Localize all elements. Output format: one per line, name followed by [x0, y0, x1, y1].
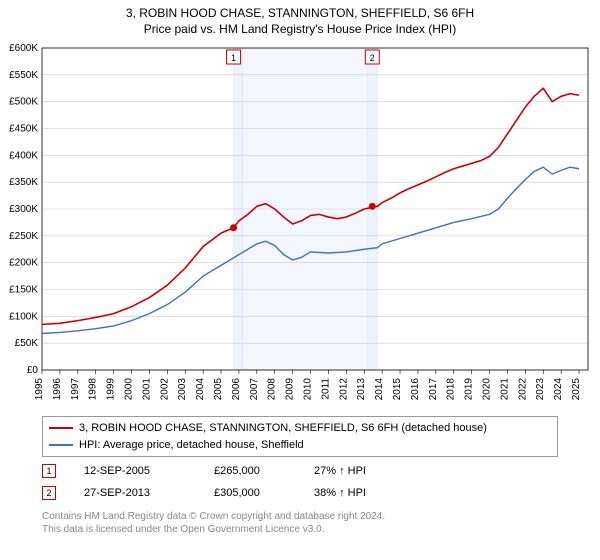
svg-text:£50K: £50K — [15, 338, 39, 349]
svg-text:2025: 2025 — [571, 378, 582, 401]
legend-label: HPI: Average price, detached house, Shef… — [79, 437, 304, 454]
svg-text:2008: 2008 — [267, 378, 278, 401]
svg-text:£550K: £550K — [9, 70, 38, 81]
marker-table-row: 1 12-SEP-2005 £265,000 27% ↑ HPI — [42, 460, 434, 482]
svg-text:£450K: £450K — [9, 124, 38, 135]
marker-table: 1 12-SEP-2005 £265,000 27% ↑ HPI 2 27-SE… — [42, 460, 434, 504]
svg-text:2022: 2022 — [517, 378, 528, 401]
svg-text:£400K: £400K — [9, 150, 38, 161]
legend-swatch — [49, 444, 73, 446]
svg-text:2015: 2015 — [392, 378, 403, 401]
chart-plot: £0 £50K £100K £150K £200K £250K £300K £350K £400… — [0, 40, 600, 410]
marker-price: £265,000 — [214, 465, 314, 477]
svg-text:2011: 2011 — [320, 378, 331, 400]
svg-text:2004: 2004 — [195, 378, 206, 401]
svg-text:2005: 2005 — [213, 378, 224, 401]
svg-text:2007: 2007 — [249, 378, 260, 401]
svg-text:£600K: £600K — [9, 43, 38, 54]
svg-text:1996: 1996 — [52, 378, 63, 401]
svg-text:2023: 2023 — [535, 378, 546, 401]
legend-row: 3, ROBIN HOOD CHASE, STANNINGTON, SHEFFI… — [49, 420, 551, 437]
svg-text:2013: 2013 — [356, 378, 367, 401]
marker-date: 12-SEP-2005 — [56, 465, 214, 477]
svg-text:1997: 1997 — [70, 378, 81, 401]
marker-pct: 38% ↑ HPI — [314, 487, 434, 499]
svg-text:2016: 2016 — [410, 378, 421, 401]
svg-text:£350K: £350K — [9, 177, 38, 188]
svg-text:£500K: £500K — [9, 97, 38, 108]
title-block: 3, ROBIN HOOD CHASE, STANNINGTON, SHEFFI… — [0, 0, 600, 37]
marker-date: 27-SEP-2013 — [56, 487, 214, 499]
svg-text:1995: 1995 — [34, 378, 45, 401]
svg-text:2017: 2017 — [428, 378, 439, 401]
marker-price: £305,000 — [214, 487, 314, 499]
svg-text:2009: 2009 — [285, 378, 296, 401]
svg-text:2014: 2014 — [374, 378, 385, 401]
svg-text:2010: 2010 — [303, 378, 314, 401]
svg-text:2021: 2021 — [499, 378, 510, 401]
footer-line1: Contains HM Land Registry data © Crown c… — [42, 510, 385, 523]
svg-text:2020: 2020 — [482, 378, 493, 401]
svg-text:£300K: £300K — [9, 204, 38, 215]
svg-text:2006: 2006 — [231, 378, 242, 401]
svg-text:£250K: £250K — [9, 231, 38, 242]
svg-text:2012: 2012 — [338, 378, 349, 401]
legend-row: HPI: Average price, detached house, Shef… — [49, 437, 551, 454]
marker-badge: 2 — [42, 486, 56, 500]
svg-text:£100K: £100K — [9, 311, 38, 322]
svg-text:2002: 2002 — [159, 378, 170, 401]
legend: 3, ROBIN HOOD CHASE, STANNINGTON, SHEFFI… — [42, 416, 558, 457]
svg-text:2019: 2019 — [464, 378, 475, 401]
svg-text:2003: 2003 — [177, 378, 188, 401]
chart-title-line2: Price paid vs. HM Land Registry's House … — [0, 22, 600, 38]
marker-table-row: 2 27-SEP-2013 £305,000 38% ↑ HPI — [42, 482, 434, 504]
footer: Contains HM Land Registry data © Crown c… — [42, 510, 385, 536]
svg-text:2001: 2001 — [141, 378, 152, 401]
legend-swatch — [49, 427, 73, 429]
chart-title-line1: 3, ROBIN HOOD CHASE, STANNINGTON, SHEFFI… — [0, 6, 600, 22]
footer-line2: This data is licensed under the Open Gov… — [42, 523, 385, 536]
svg-text:2018: 2018 — [446, 378, 457, 401]
svg-text:2000: 2000 — [124, 378, 135, 401]
svg-text:£150K: £150K — [9, 285, 38, 296]
marker-pct: 27% ↑ HPI — [314, 465, 434, 477]
marker-badge: 1 — [42, 464, 56, 478]
legend-label: 3, ROBIN HOOD CHASE, STANNINGTON, SHEFFI… — [79, 420, 487, 437]
svg-text:2024: 2024 — [553, 378, 564, 401]
chart-container: 3, ROBIN HOOD CHASE, STANNINGTON, SHEFFI… — [0, 0, 600, 560]
svg-text:1998: 1998 — [88, 378, 99, 401]
svg-text:1999: 1999 — [106, 378, 117, 401]
svg-text:1: 1 — [231, 53, 236, 63]
svg-text:2: 2 — [370, 53, 375, 63]
svg-text:£200K: £200K — [9, 258, 38, 269]
svg-text:£0: £0 — [27, 365, 39, 376]
